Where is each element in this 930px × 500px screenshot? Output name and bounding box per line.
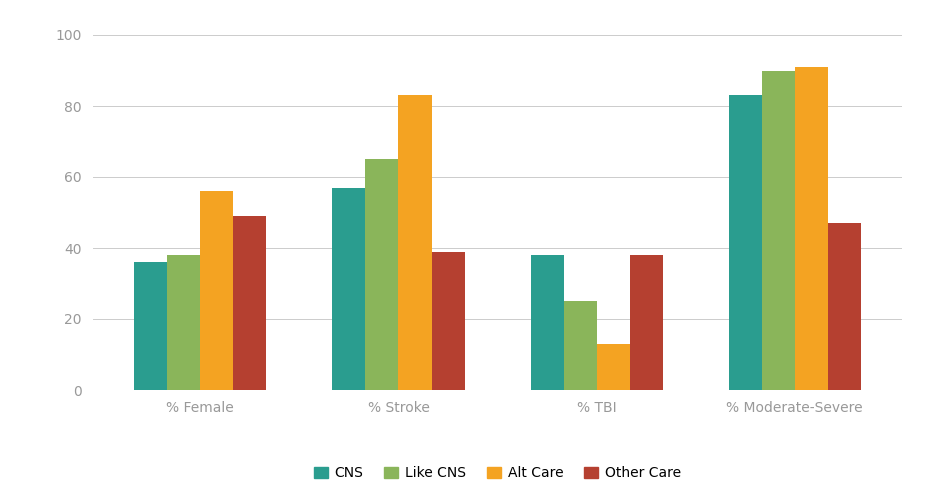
- Bar: [564, 301, 597, 390]
- Bar: [729, 96, 762, 390]
- Bar: [134, 262, 167, 390]
- Bar: [398, 96, 432, 390]
- Bar: [795, 67, 828, 390]
- Bar: [531, 255, 564, 390]
- Bar: [233, 216, 266, 390]
- Bar: [828, 223, 861, 390]
- Bar: [597, 344, 630, 390]
- Bar: [332, 188, 365, 390]
- Bar: [762, 70, 795, 390]
- Legend: CNS, Like CNS, Alt Care, Other Care: CNS, Like CNS, Alt Care, Other Care: [308, 461, 687, 486]
- Bar: [630, 255, 663, 390]
- Bar: [365, 159, 398, 390]
- Bar: [200, 191, 233, 390]
- Bar: [167, 255, 200, 390]
- Bar: [432, 252, 464, 390]
